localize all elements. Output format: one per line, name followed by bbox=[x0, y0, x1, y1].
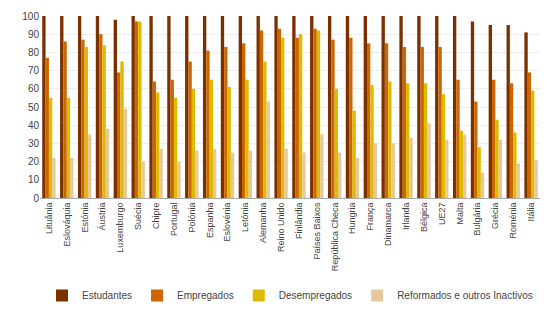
svg-text:Reformados e outros Inactivos: Reformados e outros Inactivos bbox=[397, 290, 533, 301]
svg-text:30: 30 bbox=[28, 138, 40, 149]
svg-text:Bélgica: Bélgica bbox=[419, 203, 429, 233]
svg-text:Bulgária: Bulgária bbox=[472, 203, 482, 236]
svg-text:70: 70 bbox=[28, 65, 40, 76]
svg-text:Itália: Itália bbox=[526, 203, 536, 222]
svg-text:Eslováquia: Eslováquia bbox=[62, 203, 72, 247]
svg-text:Hungria: Hungria bbox=[347, 203, 357, 235]
svg-text:França: França bbox=[365, 203, 375, 231]
svg-text:Estudantes: Estudantes bbox=[82, 290, 132, 301]
svg-text:Chipre: Chipre bbox=[151, 203, 161, 230]
svg-text:0: 0 bbox=[33, 193, 39, 204]
svg-text:90: 90 bbox=[28, 29, 40, 40]
svg-text:10: 10 bbox=[28, 174, 40, 185]
svg-text:Áustria: Áustria bbox=[97, 203, 107, 231]
svg-text:República Checa: República Checa bbox=[330, 203, 340, 272]
svg-text:UE27: UE27 bbox=[437, 203, 447, 226]
svg-text:Alemanha: Alemanha bbox=[258, 203, 268, 244]
svg-text:Reino Unido: Reino Unido bbox=[276, 203, 286, 253]
svg-text:Letónia: Letónia bbox=[240, 203, 250, 233]
svg-text:Malta: Malta bbox=[455, 203, 465, 225]
svg-text:20: 20 bbox=[28, 156, 40, 167]
svg-text:Dinamarca: Dinamarca bbox=[383, 203, 393, 247]
svg-text:50: 50 bbox=[28, 102, 40, 113]
svg-text:Roménia: Roménia bbox=[508, 203, 518, 239]
svg-text:Países Baixos: Países Baixos bbox=[312, 202, 322, 260]
svg-text:80: 80 bbox=[28, 47, 40, 58]
svg-text:Finlândia: Finlândia bbox=[294, 203, 304, 240]
svg-text:Espanha: Espanha bbox=[205, 203, 215, 239]
svg-text:Desempregados: Desempregados bbox=[279, 290, 352, 301]
svg-text:Suécia: Suécia bbox=[133, 203, 143, 231]
svg-text:60: 60 bbox=[28, 83, 40, 94]
svg-text:Empregados: Empregados bbox=[177, 290, 234, 301]
svg-text:Estónia: Estónia bbox=[80, 203, 90, 233]
svg-text:Portugal: Portugal bbox=[169, 203, 179, 237]
svg-text:40: 40 bbox=[28, 120, 40, 131]
svg-text:Polónia: Polónia bbox=[187, 203, 197, 233]
svg-text:Eslovénia: Eslovénia bbox=[222, 203, 232, 242]
svg-text:Irlanda: Irlanda bbox=[401, 203, 411, 231]
svg-text:Luxemburgo: Luxemburgo bbox=[115, 203, 125, 253]
svg-text:Grécia: Grécia bbox=[490, 203, 500, 230]
svg-text:Lituânia: Lituânia bbox=[44, 203, 54, 235]
svg-text:100: 100 bbox=[22, 11, 39, 22]
